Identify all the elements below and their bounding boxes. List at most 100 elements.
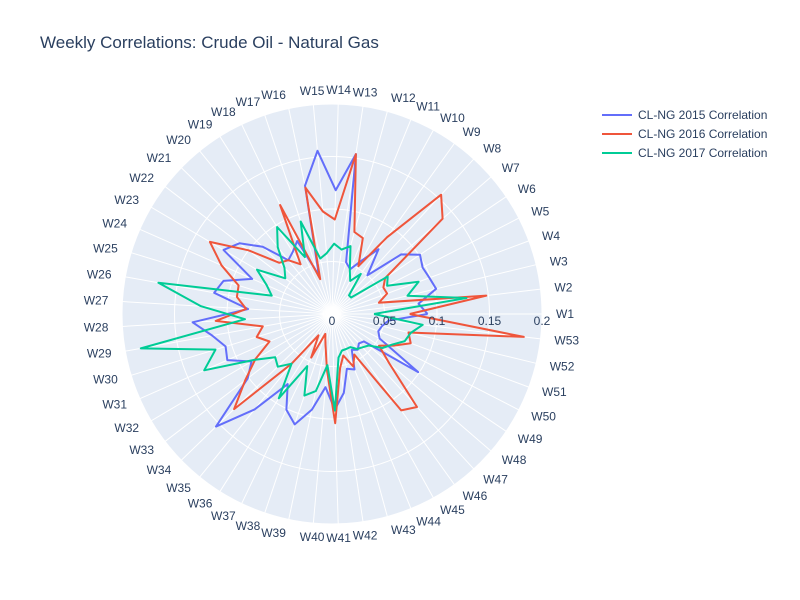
angular-tick-label: W33 — [129, 443, 154, 457]
angular-gridline — [331, 176, 492, 315]
angular-tick-label: W29 — [87, 347, 112, 361]
angular-gridline — [331, 313, 412, 509]
angular-tick-label: W1 — [556, 307, 574, 321]
angular-gridline — [264, 313, 333, 514]
angular-tick-label: W4 — [542, 229, 560, 243]
angular-tick-label: W10 — [440, 111, 465, 125]
angular-tick-label: W22 — [129, 171, 154, 185]
angular-gridline — [331, 313, 520, 411]
chart-title: Weekly Correlations: Crude Oil - Natural… — [40, 33, 379, 52]
angular-gridline — [331, 104, 339, 315]
angular-tick-label: W48 — [502, 453, 527, 467]
series-line-2 — [139, 220, 468, 412]
angular-tick-label: W23 — [114, 193, 139, 207]
angular-gridline — [122, 301, 333, 315]
angular-gridline — [180, 313, 333, 461]
angular-gridline — [288, 108, 333, 315]
legend: CL-NG 2015 Correlation CL-NG 2016 Correl… — [602, 106, 767, 163]
angular-gridline — [139, 313, 333, 400]
legend-swatch-2016 — [602, 132, 632, 135]
legend-label-2017: CL-NG 2017 Correlation — [638, 146, 768, 160]
angular-tick-label: W41 — [326, 531, 351, 545]
angular-tick-label: W27 — [84, 294, 109, 308]
angular-gridline — [180, 167, 333, 315]
angular-gridline — [331, 313, 455, 485]
angular-gridline — [331, 313, 537, 364]
angular-tick-label: W8 — [483, 142, 501, 156]
legend-label-2015: CL-NG 2015 Correlation — [638, 108, 768, 122]
angular-gridline — [199, 150, 333, 315]
angular-gridline — [264, 114, 333, 315]
angular-tick-label: W52 — [550, 360, 575, 374]
angular-gridline — [312, 313, 333, 524]
angular-tick-label: W36 — [188, 496, 213, 510]
angular-gridline — [150, 206, 333, 315]
angular-tick-label: W32 — [114, 421, 139, 435]
angular-gridline — [131, 313, 333, 376]
angular-tick-label: W38 — [236, 519, 261, 533]
angular-tick-label: W43 — [391, 523, 416, 537]
legend-item-2017[interactable]: CL-NG 2017 Correlation — [602, 144, 767, 163]
angular-tick-label: W21 — [147, 151, 172, 165]
angular-gridline — [219, 136, 333, 315]
angular-gridline — [331, 313, 475, 470]
legend-label-2016: CL-NG 2016 Correlation — [638, 127, 768, 141]
angular-tick-label: W42 — [353, 529, 378, 543]
angular-tick-label: W3 — [550, 254, 568, 268]
angular-gridline — [219, 313, 333, 492]
angular-tick-labels: W1W2W3W4W5W6W7W8W9W10W11W12W13W14W15W16W… — [84, 83, 580, 545]
angular-tick-label: W28 — [84, 320, 109, 334]
radial-tick-label: 0.15 — [478, 314, 502, 328]
angular-gridline — [312, 104, 333, 315]
angular-tick-label: W37 — [211, 509, 236, 523]
series-lines — [139, 149, 525, 428]
angular-tick-label: W49 — [518, 432, 543, 446]
angular-gridline — [331, 129, 434, 315]
angular-gridline — [331, 313, 434, 499]
angular-tick-label: W34 — [147, 463, 172, 477]
angular-gridline — [331, 143, 455, 315]
angular-tick-label: W6 — [518, 182, 536, 196]
legend-swatch-2015 — [602, 113, 632, 116]
angular-gridline — [331, 106, 364, 315]
angular-tick-label: W24 — [102, 217, 127, 231]
legend-swatch-2017 — [602, 151, 632, 154]
angular-tick-label: W45 — [440, 503, 465, 517]
angular-tick-label: W16 — [261, 88, 286, 102]
angular-gridline — [331, 313, 530, 388]
legend-item-2015[interactable]: CL-NG 2015 Correlation — [602, 106, 767, 125]
angular-tick-label: W20 — [166, 133, 191, 147]
angular-gridline — [331, 313, 507, 432]
angular-gridline — [331, 111, 388, 315]
angular-gridline — [331, 313, 388, 517]
radial-tick-label: 0.1 — [429, 314, 446, 328]
angular-gridline — [139, 228, 333, 315]
angular-gridline — [122, 313, 333, 327]
angular-tick-label: W13 — [353, 86, 378, 100]
radial-tick-label: 0.2 — [534, 314, 551, 328]
angular-tick-label: W9 — [463, 125, 481, 139]
angular-tick-label: W39 — [261, 526, 286, 540]
angular-tick-label: W35 — [166, 481, 191, 495]
angular-tick-label: W2 — [554, 281, 572, 295]
angular-tick-label: W30 — [93, 372, 118, 386]
angular-tick-label: W31 — [102, 397, 127, 411]
angular-tick-label: W15 — [300, 84, 325, 98]
angular-tick-label: W44 — [416, 515, 441, 529]
angular-gridline — [331, 240, 530, 315]
angular-gridline — [331, 313, 492, 452]
angular-gridline — [150, 313, 333, 422]
angular-tick-label: W51 — [542, 385, 567, 399]
angular-gridline — [331, 217, 520, 315]
angular-tick-label: W11 — [416, 99, 440, 113]
angular-gridline — [331, 288, 541, 315]
angular-gridline — [331, 119, 412, 315]
angular-tick-label: W26 — [87, 267, 112, 281]
radial-tick-label: 0 — [329, 314, 336, 328]
legend-item-2016[interactable]: CL-NG 2016 Correlation — [602, 125, 767, 144]
angular-tick-label: W14 — [326, 83, 351, 97]
angular-tick-label: W17 — [236, 95, 261, 109]
angular-tick-label: W18 — [211, 105, 236, 119]
angular-gridline — [331, 313, 541, 340]
